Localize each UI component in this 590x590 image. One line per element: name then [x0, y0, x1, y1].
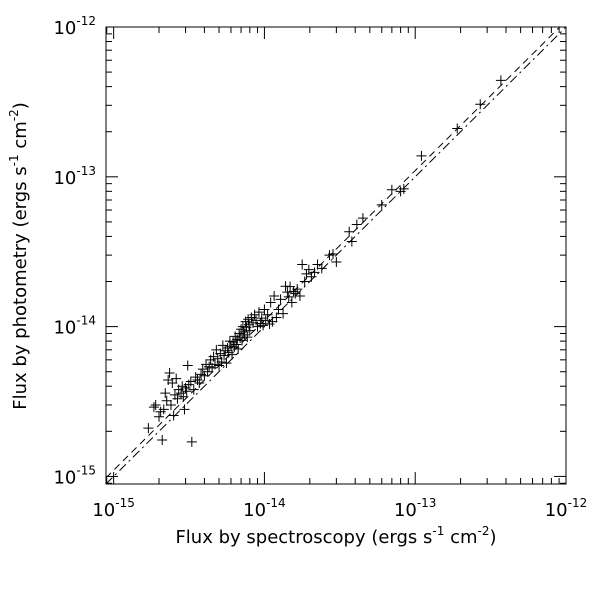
data-point	[256, 313, 267, 324]
data-point	[216, 357, 227, 368]
data-point	[164, 368, 175, 379]
data-point	[236, 324, 247, 335]
data-point	[188, 384, 199, 395]
y-tick-label: 10-14	[53, 314, 96, 339]
data-point	[167, 378, 178, 389]
y-axis-label: Flux by photometry (ergs s-1 cm-2)	[7, 102, 31, 410]
data-point	[269, 291, 280, 302]
data-point	[243, 319, 254, 330]
y-axis-tick-labels: 10-15 10-14 10-13 10-12	[53, 14, 96, 488]
data-point	[283, 291, 294, 302]
data-point	[303, 264, 314, 275]
data-point	[416, 150, 427, 161]
data-point	[231, 339, 242, 350]
x-tick-label: 10-12	[545, 496, 588, 521]
data-point	[185, 376, 196, 387]
data-point	[255, 318, 266, 329]
data-point	[495, 75, 506, 86]
x-axis-label: Flux by spectroscopy (ergs s-1 cm-2)	[175, 524, 496, 548]
data-point	[312, 259, 323, 270]
data-point	[242, 332, 253, 343]
data-point	[262, 309, 273, 320]
data-point	[275, 294, 286, 305]
data-point	[148, 402, 159, 413]
data-point	[297, 259, 308, 270]
data-point	[244, 325, 255, 336]
data-point	[294, 291, 305, 302]
data-point	[182, 360, 193, 371]
data-point	[233, 343, 244, 354]
data-point	[258, 320, 269, 331]
data-point	[271, 312, 282, 323]
data-point	[161, 395, 172, 406]
data-point	[157, 435, 168, 446]
data-point	[239, 329, 250, 340]
data-point	[234, 328, 245, 339]
y-tick-label: 10-15	[53, 463, 96, 488]
data-point	[194, 378, 205, 389]
data-point	[267, 316, 278, 327]
data-point	[181, 386, 192, 397]
x-axis-ticks	[106, 27, 567, 484]
data-point	[452, 123, 463, 134]
reference-lines	[105, 26, 567, 485]
data-point	[160, 388, 171, 399]
data-point	[290, 288, 301, 299]
data-point	[236, 335, 247, 346]
data-point	[286, 297, 297, 308]
data-point	[186, 436, 197, 447]
data-point	[292, 284, 303, 295]
dashed-reference-line	[105, 26, 561, 479]
data-point	[178, 391, 189, 402]
data-point	[331, 256, 342, 267]
data-points	[143, 75, 506, 447]
data-point	[351, 219, 362, 230]
x-axis-tick-labels: 10-15 10-14 10-13 10-12	[92, 496, 587, 521]
x-tick-label: 10-14	[243, 496, 286, 521]
data-point	[168, 410, 179, 421]
data-point	[278, 308, 289, 319]
data-point	[253, 307, 264, 318]
data-point	[221, 358, 232, 369]
y-tick-label: 10-12	[53, 14, 96, 39]
x-tick-label: 10-15	[92, 496, 135, 521]
data-point	[376, 199, 387, 210]
data-point	[299, 276, 310, 287]
data-point	[357, 213, 368, 224]
data-point	[316, 263, 327, 274]
data-point	[346, 236, 357, 247]
data-point	[158, 404, 169, 415]
data-point	[217, 340, 228, 351]
data-point	[150, 399, 161, 410]
x-tick-label: 10-13	[394, 496, 437, 521]
data-point	[259, 304, 270, 315]
data-point	[249, 309, 260, 320]
data-point	[143, 423, 154, 434]
data-point	[171, 373, 182, 384]
data-point	[209, 359, 220, 370]
data-point	[273, 304, 284, 315]
data-point	[172, 393, 183, 404]
data-point	[386, 184, 397, 195]
data-point	[282, 287, 293, 298]
data-point	[328, 249, 339, 260]
data-point	[309, 267, 320, 278]
y-axis-ticks	[106, 26, 566, 484]
data-point	[208, 351, 219, 362]
data-point	[229, 342, 240, 353]
y-tick-label: 10-13	[53, 164, 96, 189]
data-point	[344, 226, 355, 237]
data-point	[475, 99, 486, 110]
data-point	[265, 297, 276, 308]
dashdot-reference-line	[105, 26, 567, 485]
data-point	[398, 183, 409, 194]
data-point	[179, 404, 190, 415]
data-point	[154, 411, 165, 422]
data-point	[301, 268, 312, 279]
data-point	[227, 349, 238, 360]
data-point	[165, 399, 176, 410]
